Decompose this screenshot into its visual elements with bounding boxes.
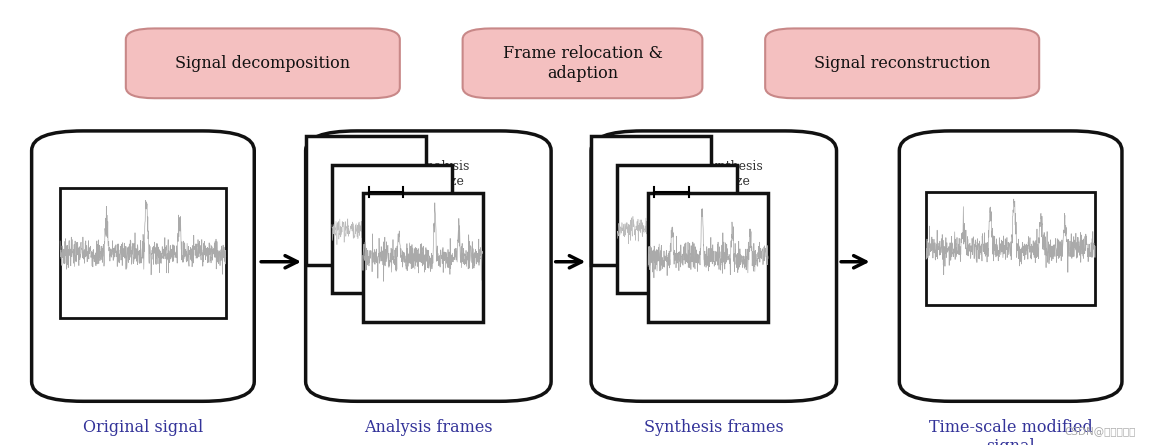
Text: Synthesis
hopsize: Synthesis hopsize: [702, 160, 763, 188]
FancyBboxPatch shape: [765, 28, 1039, 98]
Bar: [926, 192, 1095, 305]
Text: Signal reconstruction: Signal reconstruction: [814, 55, 990, 72]
Text: Time-scale modified
signal: Time-scale modified signal: [929, 419, 1093, 445]
Bar: [362, 193, 482, 322]
Text: Synthesis frames: Synthesis frames: [644, 419, 784, 436]
Bar: [648, 193, 768, 322]
Bar: [591, 136, 711, 265]
FancyBboxPatch shape: [126, 28, 400, 98]
FancyBboxPatch shape: [31, 131, 254, 401]
Text: Signal decomposition: Signal decomposition: [175, 55, 351, 72]
FancyBboxPatch shape: [463, 28, 702, 98]
Bar: [61, 188, 226, 319]
FancyBboxPatch shape: [305, 131, 551, 401]
Text: Frame relocation &
adaption: Frame relocation & adaption: [502, 45, 663, 81]
Text: Analysis
hopsize: Analysis hopsize: [417, 160, 469, 188]
Bar: [617, 165, 737, 293]
FancyBboxPatch shape: [591, 131, 836, 401]
Bar: [332, 165, 452, 293]
Text: Analysis frames: Analysis frames: [363, 419, 493, 436]
Text: CSDN@音视频开发: CSDN@音视频开发: [1065, 426, 1136, 436]
Text: Original signal: Original signal: [83, 419, 203, 436]
FancyBboxPatch shape: [899, 131, 1122, 401]
Bar: [305, 136, 425, 265]
